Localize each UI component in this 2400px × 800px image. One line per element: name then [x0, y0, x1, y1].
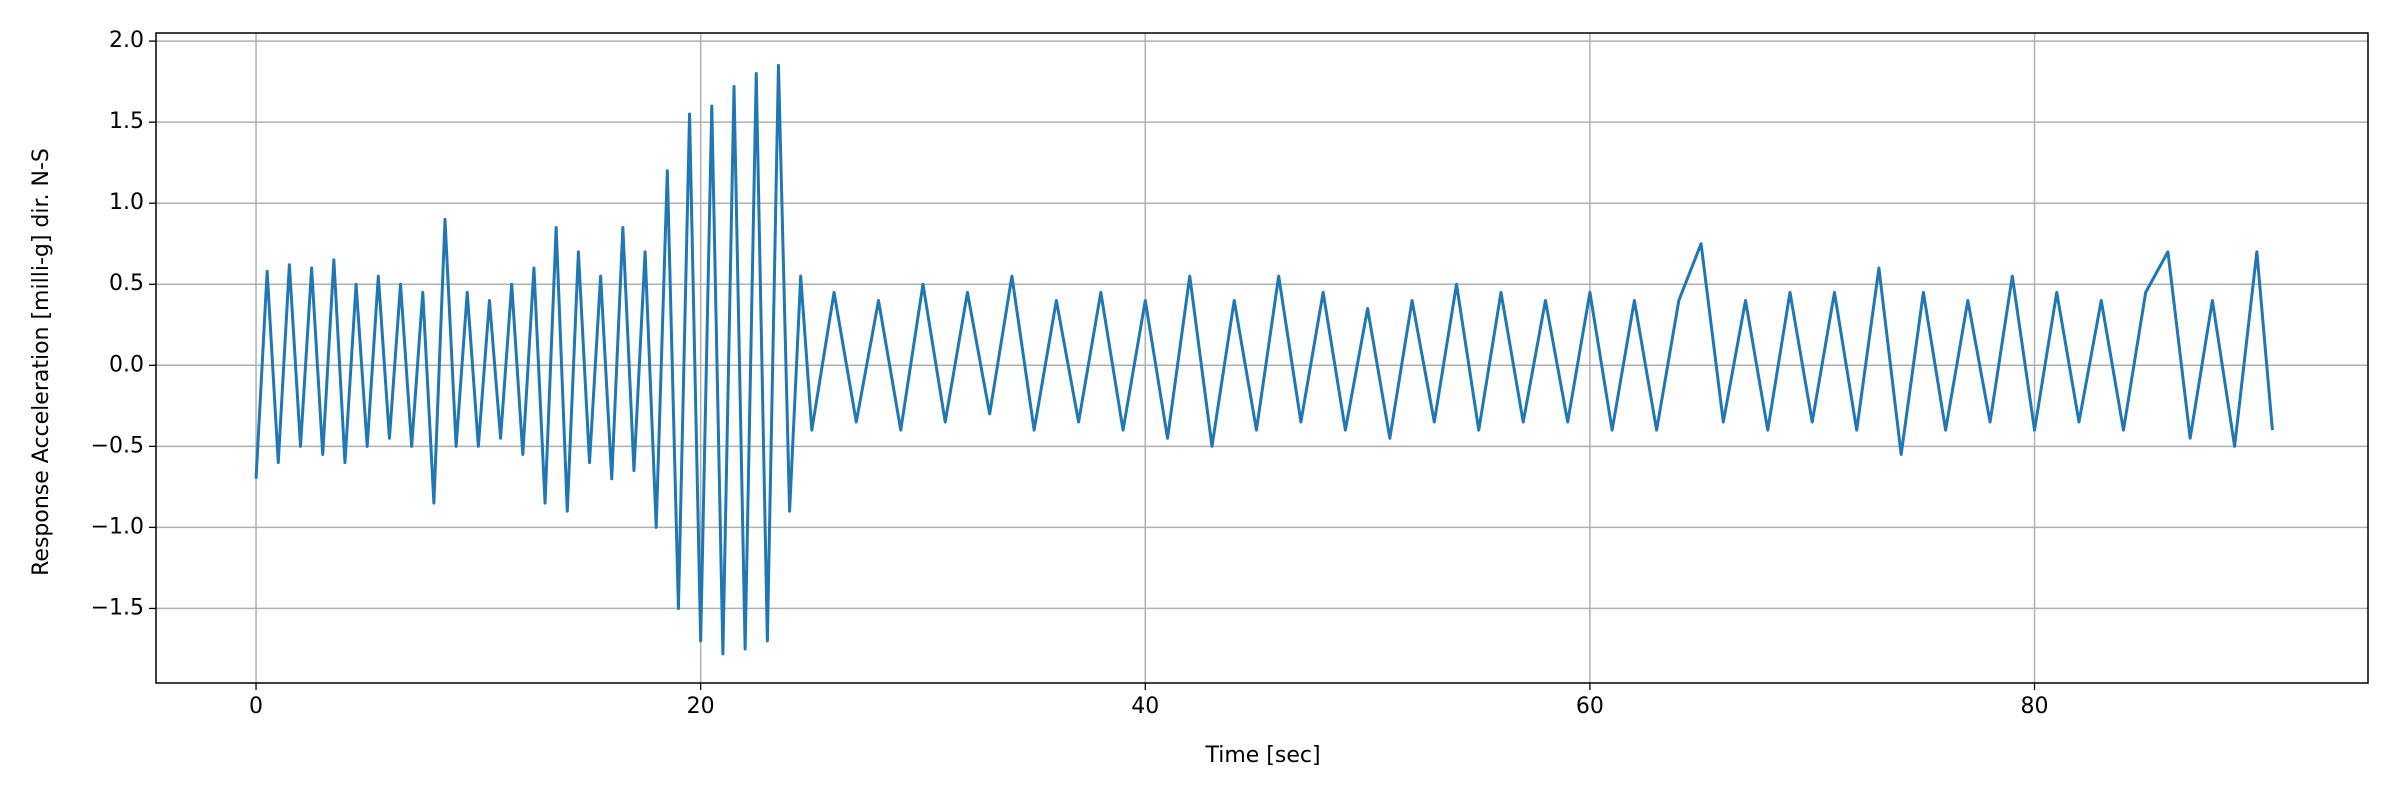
y-tick-label: 0.5 — [109, 271, 144, 296]
data-line — [254, 63, 2274, 656]
x-axis-label: Time [sec] — [1204, 743, 1320, 768]
x-tick-label: 0 — [249, 694, 263, 719]
y-tick-label: 2.0 — [109, 28, 144, 53]
x-tick-label: 60 — [1576, 694, 1604, 719]
y-tick-label: −0.5 — [91, 433, 144, 458]
y-axis-label: Response Acceleration [milli-g] dir. N-S — [29, 148, 54, 576]
y-tick-label: −1.0 — [91, 514, 144, 539]
y-tick-label: −1.5 — [91, 595, 144, 620]
y-tick-label: 1.5 — [109, 109, 144, 134]
x-tick-label: 20 — [687, 694, 715, 719]
y-tick-label: 1.0 — [109, 190, 144, 215]
y-tick-label: 0.0 — [109, 352, 144, 377]
plot-frame — [155, 32, 2369, 684]
x-tick-label: 80 — [2021, 694, 2049, 719]
x-tick-label: 40 — [1131, 694, 1159, 719]
